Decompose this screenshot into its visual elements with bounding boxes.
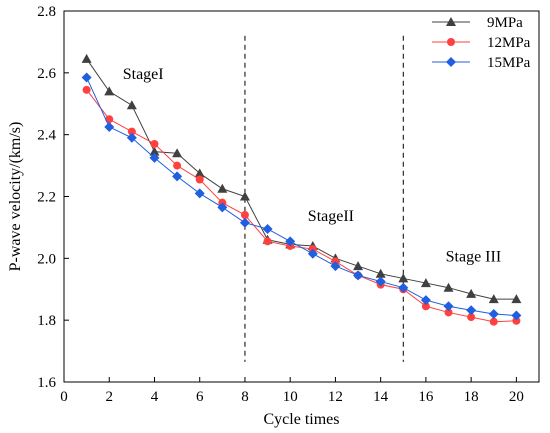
data-point	[420, 295, 431, 306]
series-9MPa	[81, 53, 522, 304]
data-point	[307, 248, 318, 259]
x-tick-label: 16	[418, 389, 434, 405]
y-tick-label: 2.2	[37, 190, 56, 206]
data-point	[240, 211, 249, 220]
x-tick-label: 2	[105, 389, 113, 405]
data-point	[127, 127, 136, 136]
legend-label: 15MPa	[487, 55, 531, 71]
data-point	[149, 152, 160, 163]
x-axis-title: Cycle times	[264, 411, 340, 428]
data-point	[420, 278, 431, 288]
data-point	[398, 273, 409, 283]
data-point	[81, 72, 92, 83]
data-point	[467, 313, 476, 322]
data-point	[194, 168, 205, 178]
data-point	[466, 305, 477, 316]
x-tick-label: 8	[241, 389, 249, 405]
x-tick-label: 6	[196, 389, 204, 405]
data-point	[488, 294, 499, 304]
data-point	[488, 308, 499, 319]
data-point	[105, 115, 114, 124]
data-point	[104, 121, 115, 132]
data-point	[398, 282, 409, 293]
data-point	[172, 171, 183, 182]
data-point	[126, 132, 137, 143]
legend-marker	[446, 57, 456, 67]
data-point	[172, 148, 183, 158]
stage-annotations: StageI StageII Stage III	[123, 66, 501, 265]
x-tick-label: 0	[60, 389, 68, 405]
stage-label: StageI	[123, 66, 164, 83]
legend-marker	[447, 38, 455, 46]
legend-label: 9MPa	[487, 15, 523, 31]
data-point	[466, 288, 477, 298]
legend-marker	[446, 17, 456, 26]
stage-divider-lines	[244, 35, 404, 362]
stage-label: Stage III	[446, 248, 502, 265]
legend-label: 12MPa	[487, 35, 531, 51]
series-line	[86, 89, 517, 323]
data-point	[330, 261, 341, 272]
data-point	[444, 308, 453, 317]
data-point	[375, 268, 386, 278]
data-point	[239, 191, 250, 201]
data-point	[443, 301, 454, 312]
x-tick-label: 20	[509, 389, 524, 405]
x-tick-label: 10	[283, 389, 298, 405]
data-point	[511, 294, 522, 304]
axes: 0 2 4 6 8 10 12 14 16 18 20 1.6 1.8 2.0 2.2 2.4 2.6 2.8	[37, 4, 524, 405]
data-point	[263, 237, 272, 246]
y-tick-label: 2.4	[37, 128, 56, 144]
data-point	[353, 270, 364, 281]
y-axis-title: P-wave velocity/(km/s)	[7, 122, 24, 272]
data-point	[81, 53, 92, 63]
data-point	[82, 85, 91, 94]
data-point	[195, 175, 204, 184]
y-tick-label: 2.6	[37, 66, 56, 82]
data-point	[512, 316, 521, 325]
series-line	[86, 77, 517, 317]
data-point	[285, 236, 296, 247]
series-group	[81, 53, 522, 326]
series-15MPa	[81, 72, 522, 321]
data-point	[104, 86, 115, 96]
data-point	[489, 317, 498, 326]
data-point	[353, 261, 364, 271]
data-point	[421, 302, 430, 311]
y-tick-label: 2.8	[37, 4, 56, 20]
data-point	[149, 146, 160, 156]
data-point	[375, 276, 386, 287]
legend-item-15MPa: 15MPa	[432, 55, 531, 71]
data-point	[239, 217, 250, 228]
y-tick-label: 2.0	[37, 251, 56, 267]
legend: 9MPa 12MPa 15MPa	[432, 15, 531, 71]
y-tick-label: 1.6	[37, 375, 56, 391]
series-line	[86, 58, 517, 300]
x-tick-label: 14	[373, 389, 389, 405]
data-point	[126, 100, 137, 110]
data-point	[217, 202, 228, 213]
data-point	[262, 223, 273, 234]
legend-item-12MPa: 12MPa	[432, 35, 531, 51]
x-tick-label: 18	[464, 389, 479, 405]
data-point	[194, 188, 205, 199]
stage-label: StageII	[308, 208, 354, 225]
x-tick-label: 12	[328, 389, 343, 405]
data-point	[511, 310, 522, 321]
y-tick-label: 1.8	[37, 313, 56, 329]
legend-item-9MPa: 9MPa	[432, 15, 523, 31]
x-tick-label: 4	[151, 389, 159, 405]
data-point	[443, 282, 454, 292]
data-point	[217, 183, 228, 193]
data-point	[173, 161, 182, 170]
data-point	[150, 139, 159, 148]
